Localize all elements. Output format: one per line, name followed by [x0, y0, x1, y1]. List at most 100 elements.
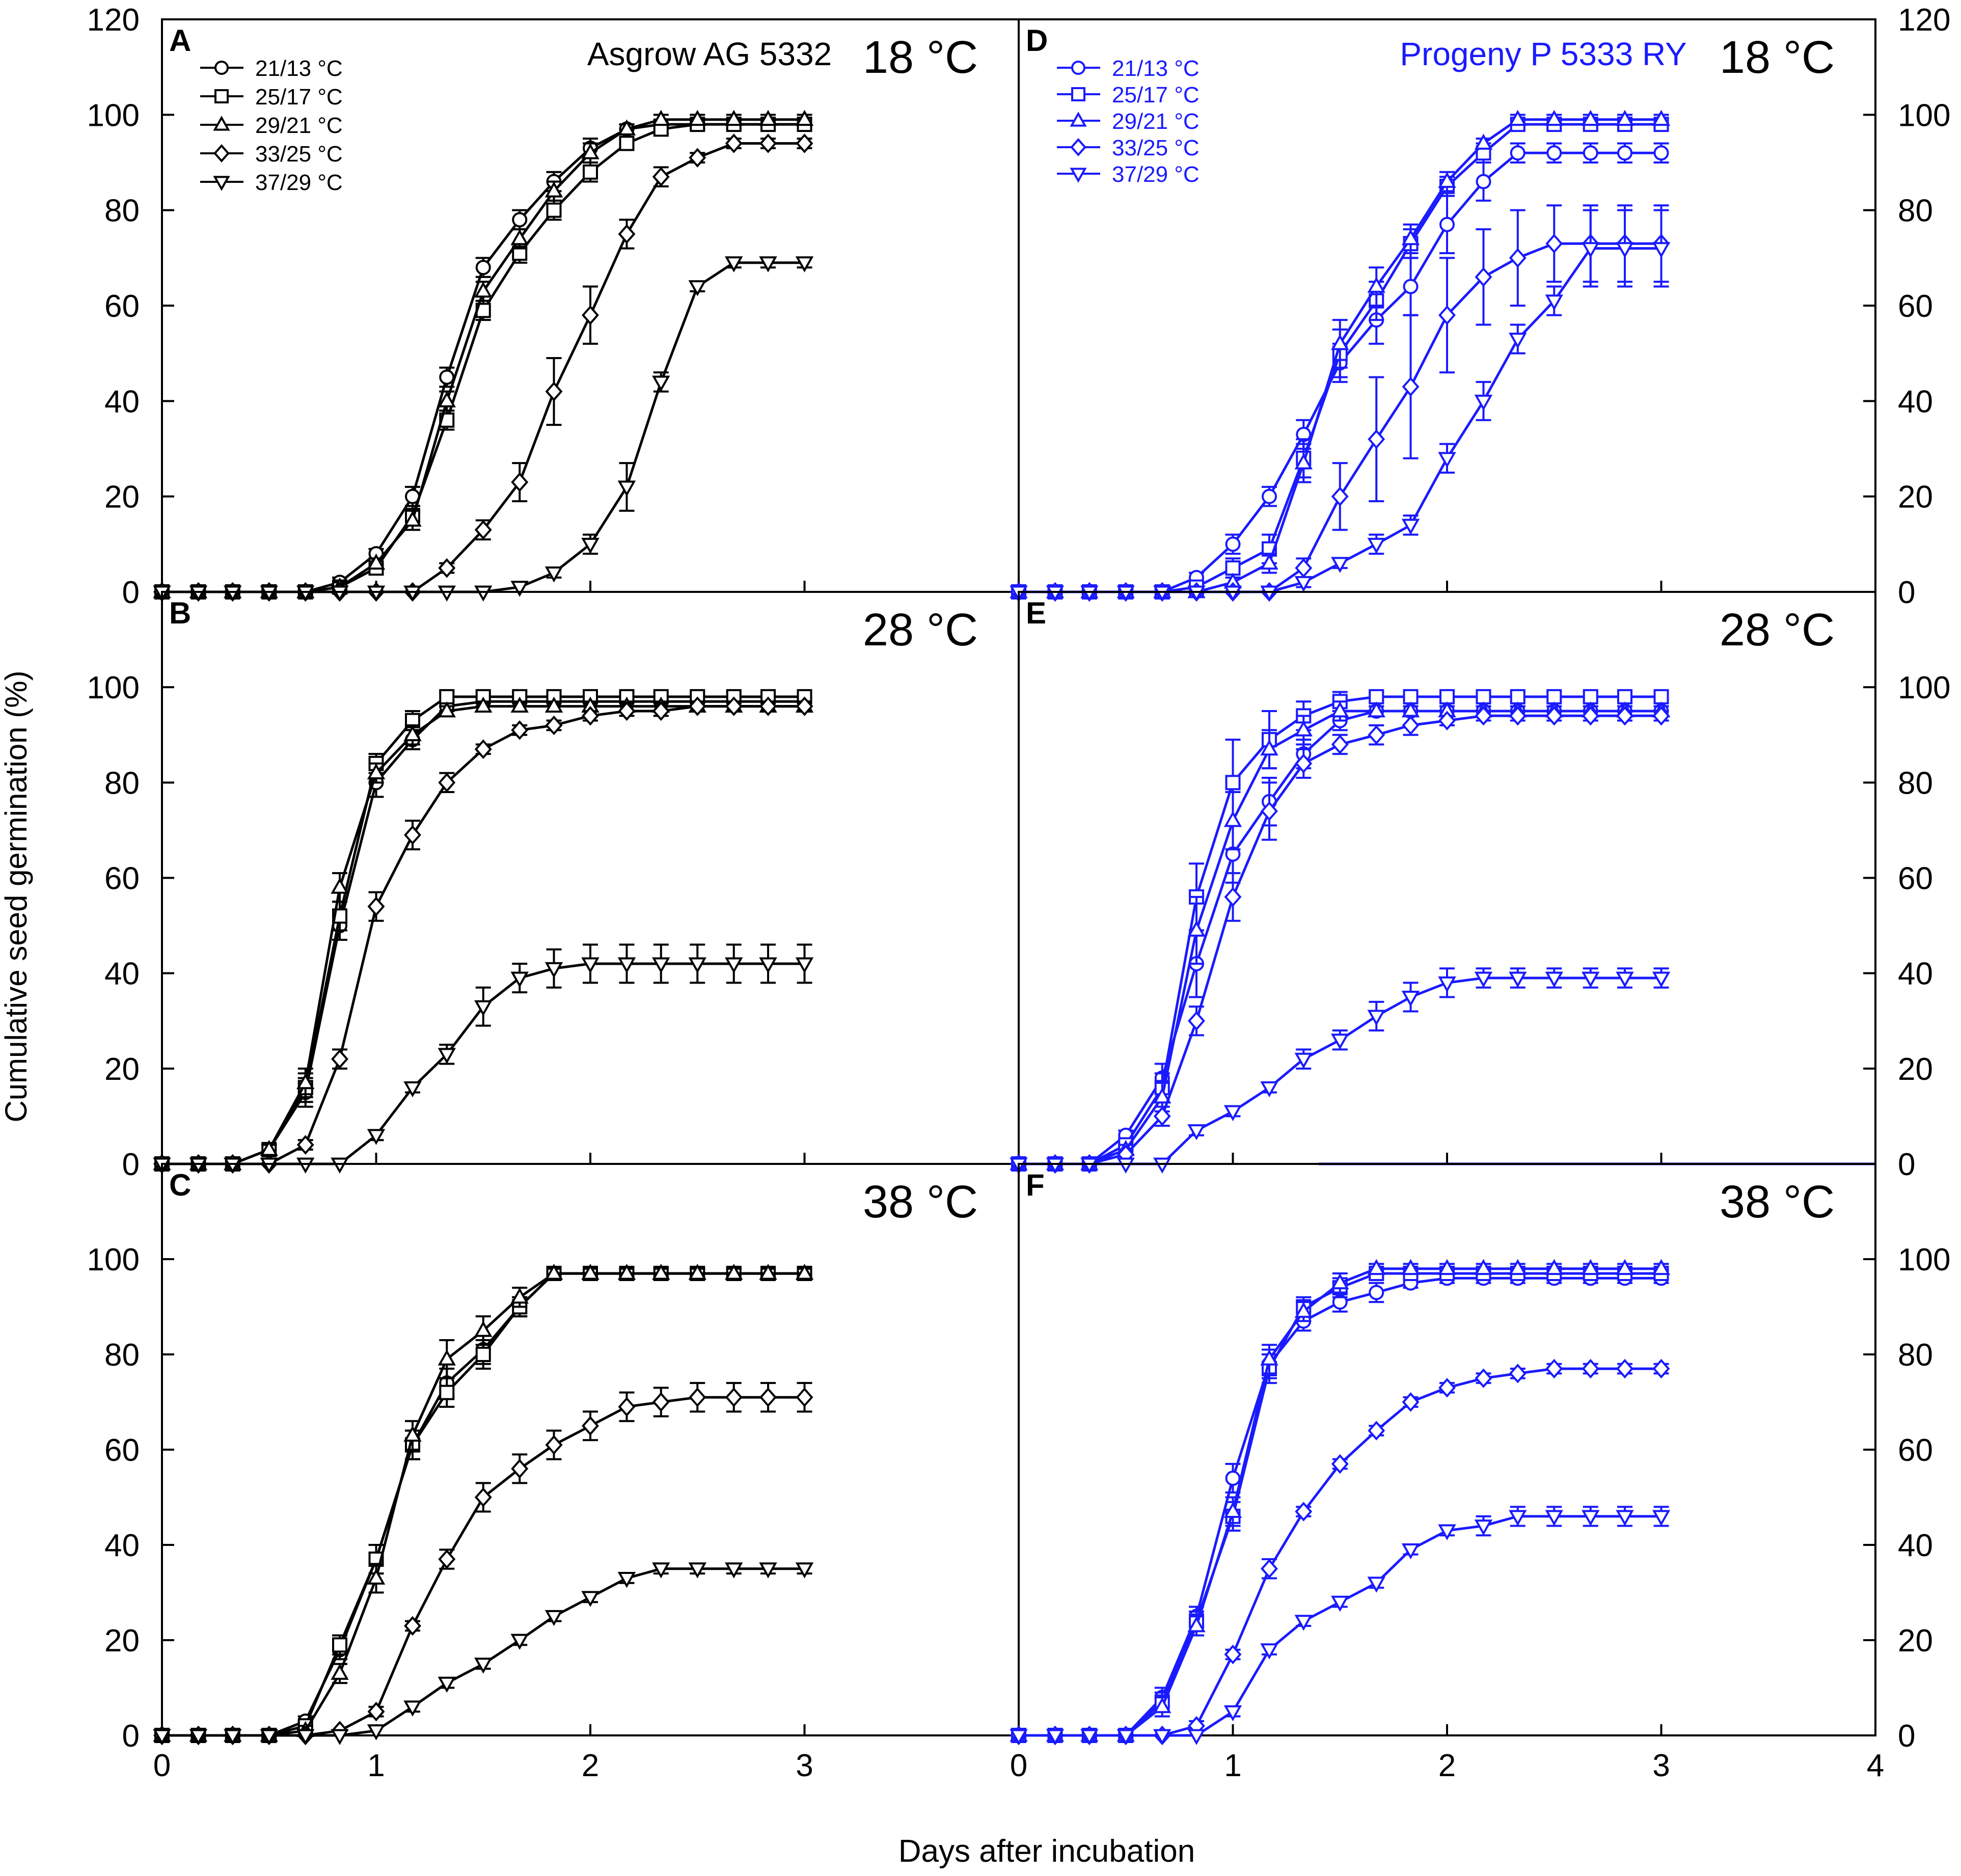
data-point [1616, 242, 1634, 258]
data-point [795, 1264, 814, 1280]
y-tick-label: 80 [104, 1338, 140, 1373]
data-point [796, 696, 813, 716]
data-point [475, 260, 491, 276]
y-tick-label: 60 [104, 1433, 140, 1468]
data-point [1509, 971, 1527, 988]
data-point [545, 715, 563, 736]
panel-A: 0 20 40 60 80 100 120 A 18 °C Asgrow AG 5332 21/13… [87, 3, 1020, 610]
data-point [1582, 1510, 1600, 1526]
y-tick-label: 60 [1898, 1433, 1933, 1468]
data-point [545, 1435, 563, 1455]
data-point [260, 1729, 278, 1746]
data-point [474, 585, 493, 602]
data-point [1187, 1729, 1206, 1746]
data-point [1368, 1421, 1385, 1440]
data-point [1224, 1644, 1242, 1665]
data-point [189, 1729, 208, 1746]
data-point [1509, 110, 1527, 126]
data-point [1080, 1729, 1099, 1746]
data-point [1582, 971, 1600, 988]
data-point [581, 1264, 600, 1280]
data-point [404, 1616, 421, 1636]
y-tick-label: 20 [1898, 1623, 1933, 1659]
legend-label: 37/29 °C [1112, 162, 1200, 187]
data-point [1652, 971, 1671, 988]
data-point [544, 566, 563, 583]
data-point [1369, 1285, 1384, 1300]
data-point [1616, 1358, 1633, 1379]
data-point [1438, 172, 1456, 188]
temperature-label: 28 °C [1720, 605, 1835, 656]
data-point [1617, 145, 1633, 161]
data-point [1401, 229, 1420, 246]
data-point [1367, 537, 1385, 554]
data-point [1582, 110, 1600, 126]
data-point [1509, 706, 1527, 726]
data-point [544, 181, 563, 198]
legend: 21/13 °C 25/17 °C 29/21 °C 33/25 °C 37/29 °C [200, 56, 343, 195]
data-point [438, 585, 456, 602]
data-point [1509, 1364, 1527, 1383]
data-point [1153, 1087, 1172, 1104]
data-point [438, 1676, 456, 1693]
data-point [1294, 453, 1313, 470]
legend-marker [214, 89, 229, 103]
data-point [1223, 811, 1242, 827]
data-point [1617, 689, 1633, 704]
data-point [725, 1264, 743, 1280]
data-point [759, 256, 777, 273]
data-point [511, 472, 529, 492]
y-tick-label: 40 [104, 957, 140, 992]
data-point [689, 148, 706, 168]
data-point [1652, 242, 1671, 258]
data-point [1652, 1510, 1671, 1526]
y-tick-label: 40 [104, 384, 140, 419]
data-point [617, 119, 636, 135]
data-point [367, 585, 386, 602]
data-point [1475, 706, 1492, 726]
data-point [582, 305, 599, 325]
data-point [1331, 334, 1349, 350]
data-point [403, 1700, 422, 1717]
data-point [438, 701, 456, 718]
y-tick-label: 100 [87, 98, 140, 133]
data-point [512, 212, 528, 228]
data-point [1652, 110, 1671, 126]
data-point [1294, 720, 1313, 737]
data-point [1545, 1259, 1563, 1275]
series-4 [1010, 1506, 1671, 1746]
y-tick-label: 80 [1898, 194, 1933, 229]
y-tick-label: 40 [1898, 384, 1933, 419]
data-point [618, 224, 636, 244]
data-point [367, 1724, 386, 1741]
data-point [332, 1637, 348, 1653]
y-tick-label: 40 [104, 1528, 140, 1563]
data-point [1295, 1502, 1313, 1521]
data-point [796, 133, 813, 153]
data-point [296, 1135, 314, 1155]
data-point [725, 696, 743, 716]
data-point [1402, 376, 1420, 397]
legend-marker [1070, 168, 1087, 183]
y-tick-label: 120 [87, 3, 140, 38]
data-point [617, 957, 636, 973]
data-point [1583, 689, 1598, 704]
data-point [725, 1387, 743, 1407]
data-point [1545, 294, 1563, 311]
data-point [759, 110, 777, 126]
data-point [331, 1664, 349, 1680]
data-point [1116, 585, 1135, 602]
data-point [1476, 689, 1491, 704]
temperature-label: 28 °C [863, 605, 978, 656]
data-point [438, 558, 456, 578]
legend-marker [213, 176, 230, 191]
data-point [1153, 1697, 1172, 1714]
data-point [1653, 145, 1669, 161]
legend-marker [214, 61, 229, 75]
data-point [1475, 1368, 1492, 1389]
data-point [1260, 1643, 1278, 1660]
data-point [403, 510, 422, 527]
y-tick-label: 60 [104, 861, 140, 896]
